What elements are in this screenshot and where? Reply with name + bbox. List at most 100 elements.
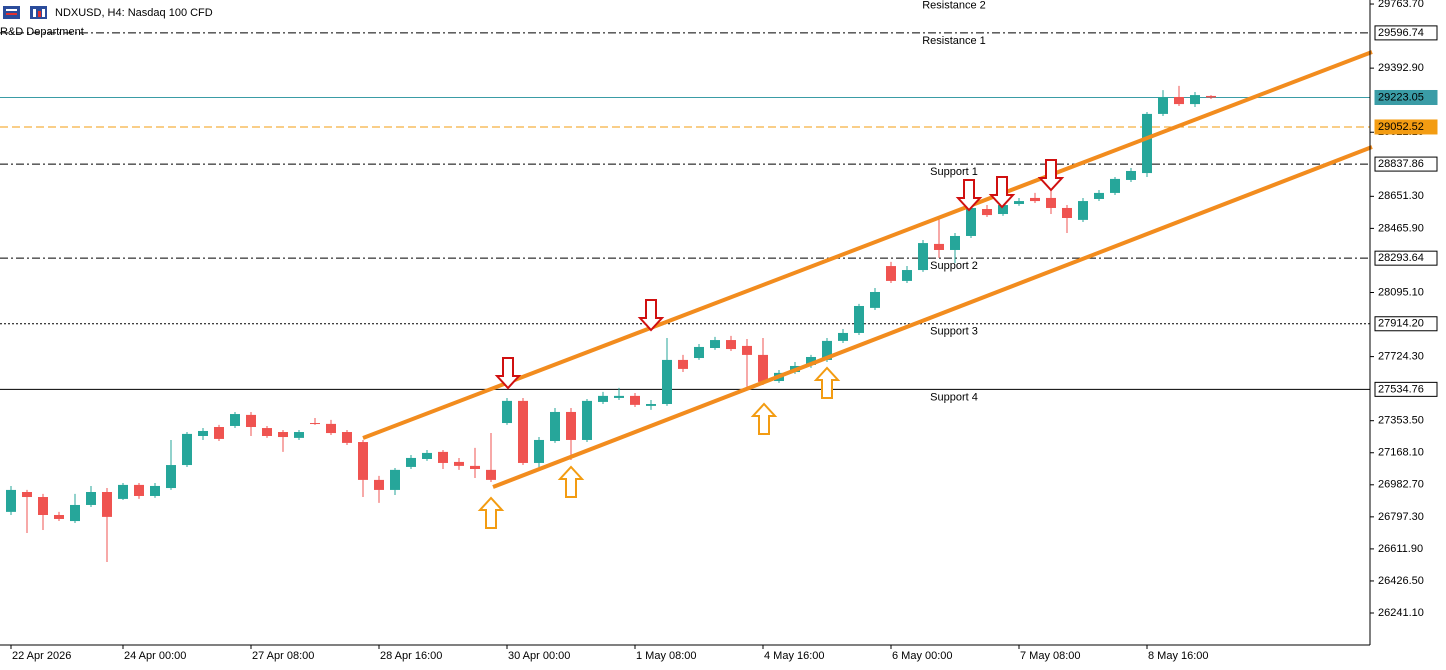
sell-arrow [494,357,522,390]
x-tick-label: 4 May 16:00 [764,650,825,662]
candle-body [454,461,464,466]
level-name: Support 3 [930,326,978,338]
candle-body [902,270,912,281]
y-tick-label: 28095.10 [1378,286,1424,298]
candle-body [950,235,960,250]
candle-body [1046,197,1056,208]
x-tick-label: 24 Apr 00:00 [124,650,186,662]
candle-body [838,332,848,341]
candle-body [390,469,400,490]
candle-body [6,489,16,512]
candle-body [406,457,416,467]
candle-body [198,430,208,436]
candle-body [118,484,128,499]
candle-body [518,400,528,463]
candle-body [1174,96,1184,105]
candle-body [678,359,688,369]
candle-body [1062,207,1072,218]
candle-body [726,340,736,350]
candle-body [966,207,976,236]
price-label-box [1374,250,1438,266]
candle-body [870,291,880,308]
candle-body [486,469,496,480]
candle-body [1014,201,1024,204]
candle-body [886,266,896,281]
candle-body [182,433,192,466]
level-name: Support 1 [930,166,978,178]
symbol-icons [3,6,47,19]
x-tick-label: 27 Apr 08:00 [252,650,314,662]
candle-body [582,400,592,440]
level-name: Resistance 1 [922,35,986,47]
y-tick-label: 27724.30 [1378,350,1424,362]
price-label: 29052.52 [1378,121,1424,133]
candle-body [550,411,560,442]
candle-body [998,205,1008,215]
candle-body [326,423,336,434]
candle-body [230,414,240,426]
x-tick-label: 30 Apr 00:00 [508,650,570,662]
candle-body [534,439,544,463]
channel-upper [362,50,1373,440]
candle-body [566,411,576,440]
candle-body [438,451,448,463]
candle-body [86,492,96,505]
candle-body [758,354,768,382]
y-tick-label: 28651.30 [1378,190,1424,202]
y-tick-label: 29392.90 [1378,62,1424,74]
candle-body [630,395,640,405]
level-name: Resistance 2 [922,0,986,12]
candle-body [1158,96,1168,114]
x-tick-label: 6 May 00:00 [892,650,953,662]
candle-body [662,359,672,405]
price-label-box [1374,381,1438,397]
candle-body [54,514,64,519]
candle-body [918,243,928,271]
sell-arrow [955,179,983,212]
candle-body [374,479,384,490]
candle-body [166,465,176,489]
candle-body [1126,170,1136,180]
candle-body [134,484,144,496]
channel-lower [492,145,1373,489]
x-tick-label: 1 May 08:00 [636,650,697,662]
candle-body [598,395,608,402]
buy-arrow [557,465,585,498]
candle-body [150,485,160,496]
candle-body [422,452,432,459]
candle-body [806,356,816,365]
y-tick-label: 27353.50 [1378,415,1424,427]
chart-subtitle: R&D Department [0,26,84,38]
candle-body [310,423,320,425]
candle-body [502,400,512,424]
price-label-box [1374,25,1438,41]
price-label-box [1374,156,1438,172]
candle-body [38,497,48,515]
x-tick-label: 28 Apr 16:00 [380,650,442,662]
buy-arrow [813,366,841,399]
level-name: Support 4 [930,391,978,403]
candle-body [822,340,832,360]
candle-body [1094,192,1104,199]
buy-arrow [477,496,505,529]
candle-body [294,432,304,438]
candle-body [1030,197,1040,202]
price-label: 28293.64 [1378,252,1424,264]
sell-arrow [637,299,665,332]
y-tick-label: 26611.90 [1378,543,1423,555]
buy-arrow [750,402,778,435]
price-label: 29596.74 [1378,27,1424,39]
candle-body [742,345,752,355]
candle-body [246,414,256,428]
candle-body [102,492,112,517]
chart-title: NDXUSD, H4: Nasdaq 100 CFD [55,7,213,19]
candle-body [1078,201,1088,220]
candle-body [262,428,272,436]
candle-body [854,305,864,333]
price-label-box [1374,119,1438,135]
candle-body [710,340,720,348]
candle-body [214,427,224,439]
y-tick-label: 27168.10 [1378,447,1424,459]
